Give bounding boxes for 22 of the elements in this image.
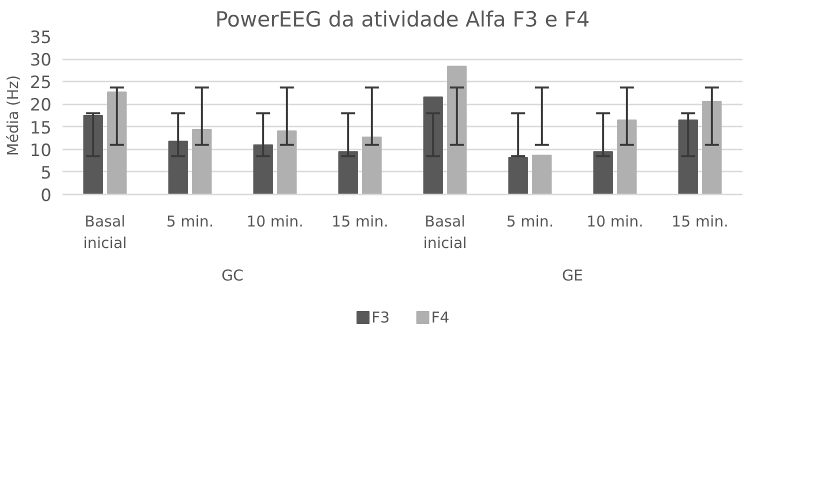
y-tick-label: 10: [30, 140, 52, 161]
x-tick-label: 5 min.: [506, 212, 554, 230]
y-tick-label: 35: [30, 28, 52, 48]
text: GE: [562, 266, 584, 284]
x-tick-label: 10 min.: [586, 212, 644, 230]
x-tick-label: 10 min.: [246, 212, 304, 230]
y-tick-label: 5: [40, 163, 52, 184]
x-tick-label: 5 min.: [166, 212, 214, 230]
y-tick-label: 0: [40, 186, 52, 206]
legend-label: F3: [371, 308, 390, 326]
x-tick-label: Basal inicial: [423, 212, 467, 252]
y-axis-title: Média (Hz): [4, 75, 22, 156]
x-tick-label: Basal inicial: [83, 212, 127, 252]
y-tick-label: 15: [30, 118, 52, 138]
y-tick-label: 25: [30, 73, 52, 94]
x-tick-label: 15 min.: [332, 212, 388, 230]
legend-label: F4: [431, 308, 450, 326]
chart-title: PowerEEG da atividade Alfa F3 e F4: [215, 8, 590, 32]
y-tick-label: 20: [30, 96, 52, 116]
x-tick-label: 15 min.: [672, 212, 728, 230]
text: GC: [221, 266, 244, 284]
y-tick-label: 30: [30, 50, 52, 71]
